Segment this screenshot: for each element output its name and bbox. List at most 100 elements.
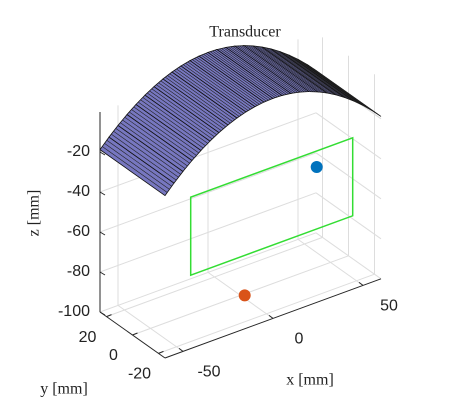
surface-line: [264, 47, 330, 94]
surface-line: [223, 47, 289, 95]
grid-line: [99, 152, 317, 233]
surface-line: [131, 109, 197, 156]
x-tick: [268, 314, 274, 319]
surface-line: [259, 46, 325, 93]
surface-line: [106, 139, 172, 187]
surface-line: [214, 49, 280, 97]
surface-line: [232, 46, 298, 93]
surface-line: [239, 45, 305, 93]
surface-line: [169, 73, 235, 120]
z-axis-label: z [mm]: [26, 190, 43, 237]
y-tick-label: 0: [109, 347, 118, 364]
z-tick-label: -20: [67, 143, 90, 160]
surface-line: [196, 56, 262, 104]
surface-line: [156, 84, 222, 131]
surface-line: [203, 54, 269, 101]
y-tick-label: -20: [128, 366, 151, 383]
surface-line: [194, 58, 260, 105]
surface-line: [284, 53, 350, 100]
surface-line: [219, 48, 285, 96]
surface-line: [178, 67, 244, 114]
surface-line: [122, 119, 188, 167]
surface-line: [142, 97, 208, 144]
z-tick-label: -80: [67, 263, 90, 280]
surface-line: [250, 45, 316, 93]
surface-line: [210, 51, 276, 98]
y-tick: [106, 314, 112, 318]
surface-line: [266, 47, 332, 95]
x-tick: [358, 281, 364, 286]
surface-line: [115, 128, 181, 175]
surface-line: [176, 68, 242, 116]
surface-line: [151, 88, 217, 135]
grid-line: [99, 232, 317, 313]
surface-line: [124, 116, 190, 164]
x-tick-label: 0: [295, 331, 304, 348]
z-tick: [99, 151, 106, 156]
surface-line: [113, 131, 179, 178]
y-tick: [158, 350, 164, 354]
surface-line: [230, 46, 296, 93]
surface-line: [228, 46, 294, 94]
surface-line: [174, 70, 240, 117]
surface-line: [111, 133, 177, 181]
surface-line: [246, 45, 312, 92]
x-tick-label: -50: [197, 364, 220, 381]
x-tick-label: 50: [380, 298, 398, 315]
x-tick: [178, 347, 184, 352]
surface-line: [140, 99, 206, 146]
grid-line: [315, 232, 382, 280]
surface-line: [255, 45, 321, 93]
grid-line: [315, 152, 382, 200]
surface-line: [237, 45, 303, 93]
surface-line: [192, 59, 258, 106]
surface-line: [129, 111, 195, 159]
surface-line: [295, 58, 361, 105]
surface-line: [120, 122, 186, 169]
z-tick-label: -100: [58, 303, 90, 320]
grid-line: [99, 192, 317, 273]
grid-line: [99, 112, 317, 193]
y-axis-label: y [mm]: [40, 381, 88, 398]
z-tick: [99, 311, 106, 316]
z-tick: [99, 271, 106, 276]
surface-line: [104, 143, 170, 190]
surface-line: [165, 76, 231, 124]
surface-line: [257, 46, 323, 93]
surface-line: [248, 45, 314, 92]
z-tick-label: -60: [67, 223, 90, 240]
z-tick: [99, 231, 106, 236]
surface-line: [185, 63, 251, 110]
surface-line: [277, 50, 343, 98]
surface-line: [133, 106, 199, 154]
surface-line: [313, 68, 379, 116]
z-tick-label: -40: [67, 183, 90, 200]
surface-line: [291, 55, 357, 103]
surface-line: [160, 80, 226, 128]
grid-line: [158, 273, 375, 354]
surface-line: [268, 48, 334, 95]
surface-line: [183, 64, 249, 111]
rectangle: [189, 136, 354, 277]
point: [310, 160, 323, 173]
surface-line: [282, 52, 348, 99]
surface-line: [158, 82, 224, 129]
surface-line: [241, 45, 307, 92]
surface-line: [167, 75, 233, 122]
surface-line: [138, 101, 204, 149]
y-tick: [132, 332, 138, 336]
chart-title: Transducer: [209, 24, 281, 41]
surface-line: [275, 50, 341, 97]
surface-line: [102, 146, 168, 193]
surface-line: [286, 53, 352, 101]
surface-line: [201, 54, 267, 102]
surface-line: [147, 92, 213, 140]
surface-line: [221, 48, 287, 95]
surface-line: [149, 90, 215, 138]
grid-line: [106, 236, 323, 318]
surface-line: [212, 50, 278, 98]
surface-line: [293, 57, 359, 104]
grid-line: [315, 112, 382, 160]
z-tick: [99, 191, 106, 196]
